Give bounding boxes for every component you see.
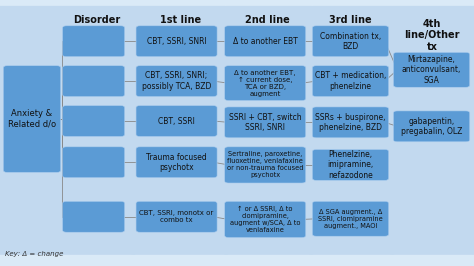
FancyBboxPatch shape bbox=[309, 6, 395, 255]
FancyBboxPatch shape bbox=[131, 6, 229, 255]
Text: SSRs + buspirone,
phenelzine, BZD: SSRs + buspirone, phenelzine, BZD bbox=[315, 113, 386, 132]
FancyBboxPatch shape bbox=[393, 111, 470, 142]
FancyBboxPatch shape bbox=[312, 66, 389, 97]
Text: ↑ or Δ SSRI, Δ to
clomipramine,
augment w/SCA, Δ to
venlafaxine: ↑ or Δ SSRI, Δ to clomipramine, augment … bbox=[230, 206, 301, 233]
FancyBboxPatch shape bbox=[136, 66, 217, 97]
FancyBboxPatch shape bbox=[225, 107, 306, 138]
FancyBboxPatch shape bbox=[136, 147, 217, 178]
Text: CBT, SSRI, SNRI: CBT, SSRI, SNRI bbox=[146, 37, 207, 46]
FancyBboxPatch shape bbox=[312, 26, 389, 57]
FancyBboxPatch shape bbox=[63, 26, 125, 57]
FancyBboxPatch shape bbox=[0, 6, 65, 255]
FancyBboxPatch shape bbox=[60, 6, 137, 255]
Text: CBT + medication,
phenelzine: CBT + medication, phenelzine bbox=[315, 72, 386, 91]
Text: 1st line: 1st line bbox=[160, 15, 201, 25]
FancyBboxPatch shape bbox=[63, 66, 125, 97]
Text: Mirtazapine,
anticonvulsant,
SGA: Mirtazapine, anticonvulsant, SGA bbox=[402, 55, 461, 85]
Text: Disorder: Disorder bbox=[73, 15, 121, 25]
FancyBboxPatch shape bbox=[312, 201, 389, 236]
FancyBboxPatch shape bbox=[63, 147, 125, 178]
Text: 4th
line/Other
tx: 4th line/Other tx bbox=[404, 19, 460, 52]
Text: Combination tx,
BZD: Combination tx, BZD bbox=[320, 32, 381, 51]
Text: CBT, SSRI, SNRI;
possibly TCA, BZD: CBT, SSRI, SNRI; possibly TCA, BZD bbox=[142, 72, 211, 91]
FancyBboxPatch shape bbox=[225, 66, 306, 101]
Text: 3rd line: 3rd line bbox=[329, 15, 372, 25]
FancyBboxPatch shape bbox=[63, 201, 125, 232]
FancyBboxPatch shape bbox=[225, 201, 306, 238]
Text: Δ to another EBT: Δ to another EBT bbox=[233, 37, 298, 46]
FancyBboxPatch shape bbox=[225, 26, 306, 57]
FancyBboxPatch shape bbox=[3, 66, 61, 172]
FancyBboxPatch shape bbox=[393, 52, 470, 87]
Text: Δ SGA augment., Δ
SSRI, clomipramine
augment., MAOI: Δ SGA augment., Δ SSRI, clomipramine aug… bbox=[318, 209, 383, 229]
FancyBboxPatch shape bbox=[63, 106, 125, 136]
Text: CBT, SSRI: CBT, SSRI bbox=[158, 117, 195, 126]
FancyBboxPatch shape bbox=[225, 147, 306, 183]
Text: Trauma focused
psychotx: Trauma focused psychotx bbox=[146, 153, 207, 172]
Text: CBT, SSRI, monotx or
combo tx: CBT, SSRI, monotx or combo tx bbox=[139, 210, 214, 223]
Text: Δ to another EBT,
↑ current dose,
TCA or BZD,
augment: Δ to another EBT, ↑ current dose, TCA or… bbox=[235, 69, 296, 97]
FancyBboxPatch shape bbox=[136, 106, 217, 136]
Text: Key: Δ = change: Key: Δ = change bbox=[5, 251, 63, 257]
Text: Anxiety &
Related d/o: Anxiety & Related d/o bbox=[8, 109, 56, 129]
Text: SSRI + CBT, switch
SSRI, SNRI: SSRI + CBT, switch SSRI, SNRI bbox=[229, 113, 301, 132]
FancyBboxPatch shape bbox=[136, 201, 217, 232]
FancyBboxPatch shape bbox=[312, 107, 389, 138]
Text: Sertraline, paroxetine,
fluoxetine, venlafaxine
or non-trauma focused
psychotx: Sertraline, paroxetine, fluoxetine, venl… bbox=[227, 151, 303, 178]
Text: gabapentin,
pregabalin, OLZ: gabapentin, pregabalin, OLZ bbox=[401, 117, 462, 136]
FancyBboxPatch shape bbox=[390, 6, 474, 255]
Text: 2nd line: 2nd line bbox=[246, 15, 290, 25]
FancyBboxPatch shape bbox=[136, 26, 217, 57]
Text: Phenelzine,
imipramine,
nefazodone: Phenelzine, imipramine, nefazodone bbox=[328, 150, 374, 180]
FancyBboxPatch shape bbox=[312, 149, 389, 180]
FancyBboxPatch shape bbox=[224, 6, 314, 255]
